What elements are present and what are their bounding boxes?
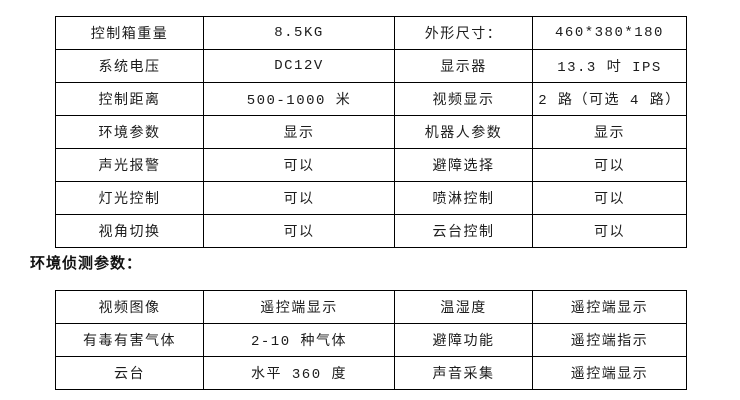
table-row: 灯光控制 可以 喷淋控制 可以: [55, 181, 687, 215]
env-value: 2-10 种气体: [203, 323, 395, 357]
env-label: 有毒有害气体: [55, 323, 204, 357]
spec-value: 可以: [203, 214, 395, 248]
spec-label: 视频显示: [394, 82, 533, 116]
env-value: 水平 360 度: [203, 356, 395, 390]
spec-label: 喷淋控制: [394, 181, 533, 215]
spec-label: 视角切换: [55, 214, 204, 248]
spec-label: 机器人参数: [394, 115, 533, 149]
spec-value: 显示: [532, 115, 687, 149]
spec-value: 460*380*180: [532, 16, 687, 50]
env-value: 遥控端显示: [532, 290, 687, 324]
spec-value: 2 路（可选 4 路）: [532, 82, 687, 116]
spec-value: 13.3 吋 IPS: [532, 49, 687, 83]
env-label: 避障功能: [394, 323, 533, 357]
table-row: 云台 水平 360 度 声音采集 遥控端显示: [55, 356, 687, 390]
spec-label: 外形尺寸：: [394, 16, 533, 50]
table-row: 环境参数 显示 机器人参数 显示: [55, 115, 687, 149]
spec-value: 500-1000 米: [203, 82, 395, 116]
control-box-spec-table: 控制箱重量 8.5KG 外形尺寸： 460*380*180 系统电压 DC12V…: [55, 16, 687, 248]
spec-label: 系统电压: [55, 49, 204, 83]
env-label: 云台: [55, 356, 204, 390]
spec-value: 可以: [532, 181, 687, 215]
spec-label: 云台控制: [394, 214, 533, 248]
table-row: 有毒有害气体 2-10 种气体 避障功能 遥控端指示: [55, 323, 687, 357]
spec-label: 显示器: [394, 49, 533, 83]
spec-value: 可以: [532, 214, 687, 248]
table-row: 控制箱重量 8.5KG 外形尺寸： 460*380*180: [55, 16, 687, 50]
env-value: 遥控端显示: [203, 290, 395, 324]
spec-label: 声光报警: [55, 148, 204, 182]
table-row: 控制距离 500-1000 米 视频显示 2 路（可选 4 路）: [55, 82, 687, 116]
spec-label: 环境参数: [55, 115, 204, 149]
spec-value: 8.5KG: [203, 16, 395, 50]
spec-label: 控制距离: [55, 82, 204, 116]
table-row: 声光报警 可以 避障选择 可以: [55, 148, 687, 182]
spec-value: 可以: [203, 181, 395, 215]
spec-value: 可以: [532, 148, 687, 182]
section-heading: 环境侦测参数：: [30, 256, 143, 272]
table-row: 视频图像 遥控端显示 温湿度 遥控端显示: [55, 290, 687, 324]
env-label: 温湿度: [394, 290, 533, 324]
spec-value: DC12V: [203, 49, 395, 83]
spec-value: 可以: [203, 148, 395, 182]
spec-label: 避障选择: [394, 148, 533, 182]
env-label: 声音采集: [394, 356, 533, 390]
table-row: 视角切换 可以 云台控制 可以: [55, 214, 687, 248]
env-label: 视频图像: [55, 290, 204, 324]
spec-value: 显示: [203, 115, 395, 149]
env-value: 遥控端显示: [532, 356, 687, 390]
spec-label: 灯光控制: [55, 181, 204, 215]
env-value: 遥控端指示: [532, 323, 687, 357]
table-row: 系统电压 DC12V 显示器 13.3 吋 IPS: [55, 49, 687, 83]
spec-label: 控制箱重量: [55, 16, 204, 50]
environment-detection-table: 视频图像 遥控端显示 温湿度 遥控端显示 有毒有害气体 2-10 种气体 避障功…: [55, 290, 687, 390]
